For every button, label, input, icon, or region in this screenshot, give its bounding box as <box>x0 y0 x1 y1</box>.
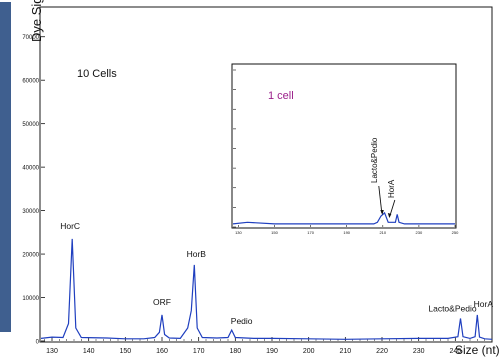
y-tick-label: 50000 <box>22 122 39 128</box>
y-axis-label: Dye Signal <box>29 0 44 42</box>
arrow-lacto-pedio <box>378 185 383 214</box>
inset-peak-label: HorA <box>387 179 396 198</box>
inset-signal-trace <box>232 211 455 225</box>
peak-label: Pedio <box>231 316 253 326</box>
x-tick-label: 160 <box>156 348 168 355</box>
x-tick-label: 220 <box>376 348 388 355</box>
signal-trace <box>40 238 493 340</box>
peak-label: HorB <box>187 249 207 259</box>
inset-series-layer <box>232 211 455 225</box>
inset-x-tick-label: 130 <box>235 230 242 235</box>
x-tick-label: 210 <box>339 348 351 355</box>
inset-frame <box>231 63 457 229</box>
left-accent-bar <box>0 2 11 332</box>
arrowhead <box>380 210 384 215</box>
x-tick-label: 150 <box>119 348 131 355</box>
inset-x-tick-label: 190 <box>343 230 350 235</box>
peak-label: Lacto&Pedio <box>428 303 476 313</box>
inset-x-tick-label: 210 <box>379 230 386 235</box>
x-axis-label: Size (nt) <box>455 343 500 357</box>
inset-x-tick-label: 250 <box>452 230 459 235</box>
y-tick-label: 30000 <box>22 209 39 215</box>
y-tick-label: 40000 <box>22 166 39 172</box>
x-tick-label: 170 <box>193 348 205 355</box>
arrowhead <box>387 213 392 218</box>
x-tick-label: 200 <box>303 348 315 355</box>
inset-peak-label: Lacto&Pedio <box>370 137 379 183</box>
main-series-layer <box>40 238 493 340</box>
peak-label: HorA <box>474 299 494 309</box>
y-tick-label: 60000 <box>22 79 39 85</box>
inset-x-tick-label: 230 <box>416 230 423 235</box>
inset-peak-label-layer: Lacto&Pedio HorA <box>370 137 396 218</box>
x-tick-label: 180 <box>229 348 241 355</box>
inset-annotation: 1 cell <box>268 90 294 102</box>
y-tick-label: 0 <box>36 340 40 346</box>
peak-label: HorC <box>60 221 80 231</box>
x-tick-label: 140 <box>83 348 95 355</box>
x-tick-label: 130 <box>46 348 58 355</box>
inset-x-tick-label: 150 <box>271 230 278 235</box>
y-tick-label: 10000 <box>22 296 39 302</box>
main-tick-layer: 130 140 150 160 170 180 190 200 210 220 230 240 0 100… <box>22 35 485 355</box>
x-tick-label: 240 <box>449 348 461 355</box>
y-tick-label: 70000 <box>22 35 39 41</box>
x-tick-label: 190 <box>266 348 278 355</box>
y-tick-label: 20000 <box>22 253 39 259</box>
arrow-hora <box>389 199 396 217</box>
peak-label: ORF <box>153 297 171 307</box>
main-annotation: 10 Cells <box>77 68 117 80</box>
x-tick-label: 230 <box>413 348 425 355</box>
inset-tick-layer: 130 150 170 190 210 230 250 <box>233 69 459 235</box>
inset-x-tick-label: 170 <box>307 230 314 235</box>
